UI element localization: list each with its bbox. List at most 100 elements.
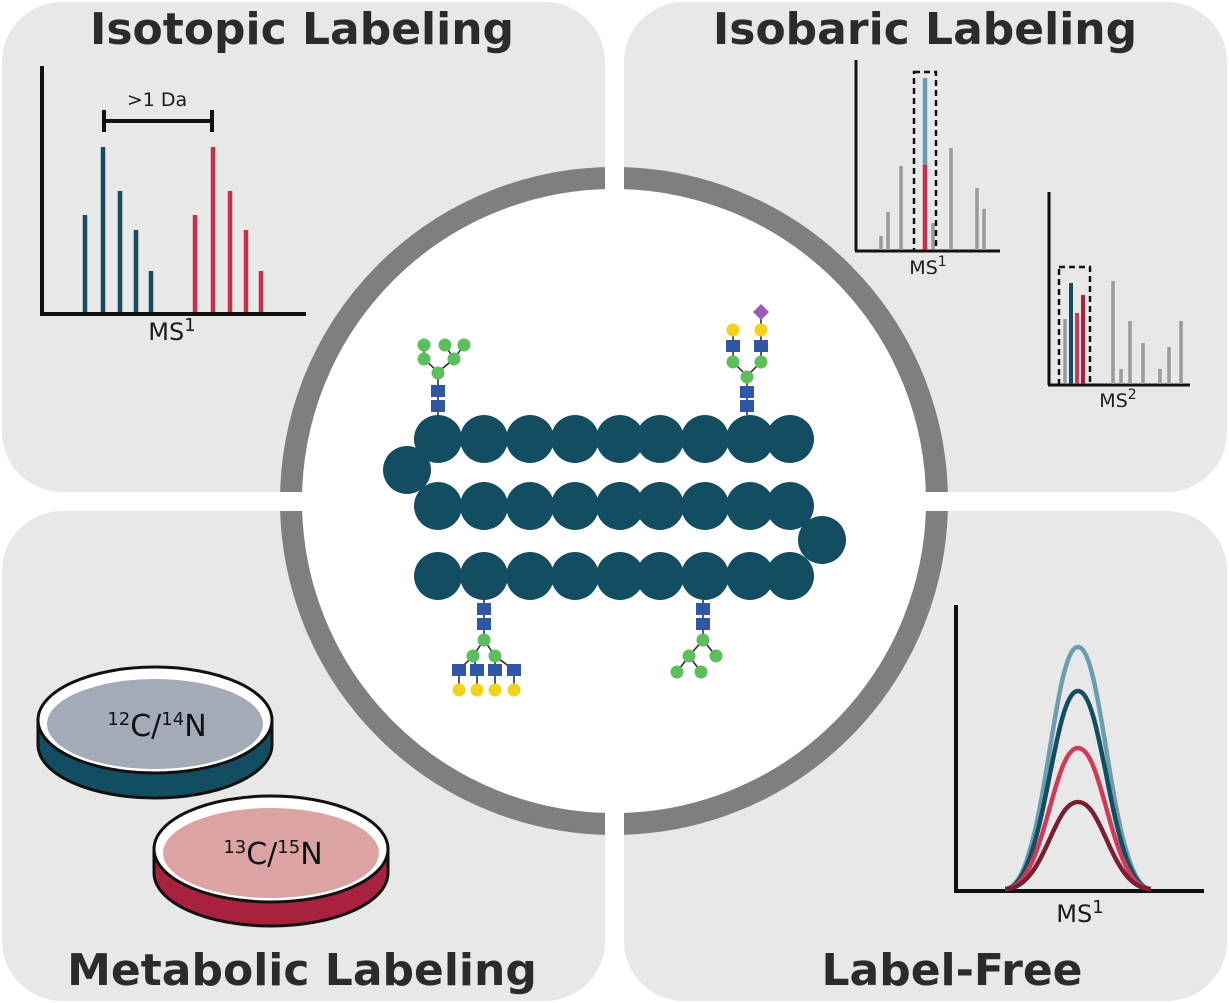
- amino-acid: [636, 482, 684, 530]
- mannose-circle: [417, 338, 431, 352]
- mannose-circle: [754, 355, 768, 369]
- mannose-circle: [670, 665, 684, 679]
- amino-acid: [414, 482, 462, 530]
- amino-acid: [681, 415, 729, 463]
- glycan-high-mannose-bottom: [670, 600, 723, 679]
- amino-acid: [636, 415, 684, 463]
- xic-curve-red: [1004, 745, 1152, 892]
- glcnac-square: [470, 664, 484, 676]
- mannose-circle: [740, 370, 754, 384]
- mass-shift-label: >1 Da: [127, 89, 187, 111]
- glcnac-square: [452, 664, 466, 676]
- glycan-tetraantennary-bottom: [452, 600, 521, 697]
- amino-acid: [460, 552, 508, 600]
- amino-acid: [766, 482, 814, 530]
- mannose-circle: [694, 665, 708, 679]
- glcnac-square: [740, 400, 754, 412]
- dish-heavy-label: 13C/15N: [223, 837, 322, 872]
- galactose-circle: [470, 683, 484, 697]
- metabolic-title: Metabolic Labeling: [67, 945, 537, 996]
- amino-acid: [551, 552, 599, 600]
- galactose-circle: [452, 683, 466, 697]
- isobaric-ms1-selection-box: [912, 70, 938, 253]
- glcnac-square: [488, 664, 502, 676]
- glcnac-square: [431, 385, 445, 397]
- dish-heavy-medium: [163, 808, 379, 898]
- labelfree-title: Label-Free: [821, 945, 1082, 996]
- labelfree-chromatogram: MS1: [954, 605, 1204, 928]
- isobaric-ms2-selection-box: [1057, 265, 1092, 387]
- mannose-circle: [438, 338, 452, 352]
- mannose-circle: [488, 649, 502, 663]
- amino-acid: [726, 415, 774, 463]
- glcnac-square: [431, 400, 445, 412]
- petri-dish-light: 12C/14N: [36, 665, 274, 800]
- isobaric-title: Isobaric Labeling: [713, 4, 1137, 55]
- mannose-circle: [696, 633, 710, 647]
- xic-curve-maroon: [1004, 799, 1152, 892]
- galactose-circle: [726, 323, 740, 337]
- amino-acid: [681, 482, 729, 530]
- isotopic-light-peaks: [82, 147, 154, 312]
- amino-acid: [726, 552, 774, 600]
- protein-chain: [383, 415, 846, 600]
- galactose-circle: [754, 323, 768, 337]
- glcnac-square: [507, 664, 521, 676]
- amino-acid: [414, 415, 462, 463]
- glycan-high-mannose-top: [417, 338, 471, 415]
- isobaric-ms1-spectrum: MS1: [854, 60, 1000, 279]
- amino-acid: [460, 415, 508, 463]
- amino-acid: [460, 482, 508, 530]
- amino-acid: [383, 446, 431, 494]
- mannose-circle: [417, 352, 431, 366]
- glcnac-square: [696, 603, 710, 615]
- mannose-circle: [726, 355, 740, 369]
- dish-light-medium: [47, 679, 263, 769]
- amino-acid: [506, 415, 554, 463]
- dish-light-label: 12C/14N: [107, 709, 206, 744]
- labelfree-axis-label: MS1: [1056, 897, 1103, 928]
- isotopic-axis-label: MS1: [148, 315, 195, 346]
- isobaric-ms1-axis-label: MS1: [909, 254, 946, 279]
- glycoprotein: [383, 304, 846, 697]
- mannose-circle: [466, 649, 480, 663]
- glcnac-square: [477, 603, 491, 615]
- amino-acid: [551, 415, 599, 463]
- galactose-circle: [507, 683, 521, 697]
- xic-curve-lightest: [1004, 644, 1152, 892]
- amino-acid: [726, 482, 774, 530]
- amino-acid: [798, 516, 846, 564]
- mannose-circle: [431, 366, 445, 380]
- amino-acid: [414, 552, 462, 600]
- sialic-acid-diamond: [753, 304, 769, 320]
- isotopic-heavy-peaks: [192, 147, 264, 312]
- mannose-circle: [477, 633, 491, 647]
- amino-acid: [681, 552, 729, 600]
- amino-acid: [596, 415, 644, 463]
- glcnac-square: [754, 340, 768, 352]
- amino-acid: [596, 552, 644, 600]
- isotopic-spectrum: >1 Da MS1: [40, 66, 306, 346]
- amino-acid: [506, 482, 554, 530]
- isotopic-title: Isotopic Labeling: [90, 4, 514, 55]
- isobaric-ms2-axis-label: MS2: [1099, 387, 1136, 412]
- mannose-circle: [709, 649, 723, 663]
- glycan-sialylated-top: [726, 304, 769, 415]
- amino-acid: [551, 482, 599, 530]
- xic-curve-teal: [1004, 688, 1152, 892]
- mass-shift-bracket: [102, 110, 214, 132]
- isobaric-ms2-spectrum: MS2: [1047, 192, 1190, 412]
- amino-acid: [766, 415, 814, 463]
- mannose-circle: [682, 649, 696, 663]
- glcnac-square: [726, 340, 740, 352]
- glcnac-square: [696, 618, 710, 630]
- amino-acid: [596, 482, 644, 530]
- amino-acid: [636, 552, 684, 600]
- petri-dish-heavy: 13C/15N: [152, 794, 390, 928]
- glcnac-square: [740, 386, 754, 398]
- amino-acid: [506, 552, 554, 600]
- mannose-circle: [457, 338, 471, 352]
- glcnac-square: [477, 618, 491, 630]
- galactose-circle: [488, 683, 502, 697]
